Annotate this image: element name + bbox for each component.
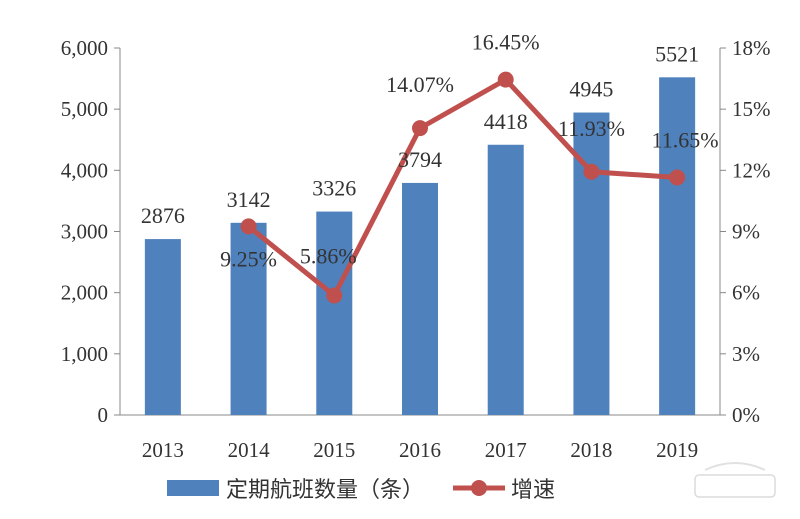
- bar-label: 5521: [655, 41, 699, 66]
- right-tick-label: 15%: [732, 97, 771, 121]
- bar: [402, 182, 438, 415]
- growth-label: 16.45%: [472, 30, 540, 55]
- left-tick-label: 4,000: [61, 158, 108, 182]
- bar-label: 3142: [227, 187, 271, 212]
- growth-point: [240, 218, 257, 235]
- left-tick-label: 5,000: [61, 97, 108, 121]
- left-tick-label: 1,000: [61, 342, 108, 366]
- growth-label: 11.65%: [652, 127, 719, 152]
- x-tick-label: 2015: [313, 438, 355, 462]
- growth-point: [669, 169, 686, 186]
- right-tick-label: 3%: [732, 342, 760, 366]
- bar-label: 3794: [398, 147, 442, 172]
- growth-label: 9.25%: [220, 246, 277, 271]
- legend-bar-label: 定期航班数量（条）: [226, 478, 424, 503]
- growth-label: 14.07%: [386, 72, 454, 97]
- left-tick-label: 6,000: [61, 36, 108, 60]
- x-tick-label: 2019: [656, 438, 698, 462]
- x-tick-label: 2014: [228, 438, 271, 462]
- left-tick-label: 0: [98, 403, 109, 427]
- bar: [659, 77, 696, 416]
- legend-bar-swatch: [167, 480, 219, 496]
- left-tick-label: 2,000: [61, 281, 108, 305]
- x-tick-label: 2013: [142, 438, 184, 462]
- bar-label: 4945: [569, 77, 613, 102]
- legend-line-label: 增速: [511, 478, 555, 503]
- bar-label: 2876: [141, 203, 185, 228]
- legend: 定期航班数量（条） 增速: [167, 478, 555, 503]
- right-tick-label: 9%: [732, 220, 760, 244]
- growth-point: [326, 287, 343, 304]
- x-tick-label: 2018: [570, 438, 612, 462]
- bar-label: 4418: [484, 109, 528, 134]
- growth-point: [583, 163, 600, 180]
- bar: [144, 239, 181, 415]
- bar: [230, 222, 267, 415]
- growth-label: 11.93%: [558, 116, 625, 141]
- right-tick-label: 12%: [732, 158, 771, 182]
- growth-point: [412, 120, 428, 137]
- bar-label: 3326: [312, 176, 356, 201]
- watermark-logo: [694, 462, 776, 498]
- right-tick-label: 6%: [732, 281, 760, 305]
- bar: [316, 211, 353, 415]
- left-tick-label: 3,000: [61, 220, 108, 244]
- legend-line-marker: [471, 480, 487, 496]
- growth-point: [497, 71, 514, 88]
- right-tick-label: 18%: [732, 36, 771, 60]
- x-tick-label: 2016: [399, 438, 441, 462]
- growth-line: [247, 76, 678, 300]
- right-tick-label: 0%: [732, 403, 760, 427]
- growth-label: 5.86%: [300, 244, 357, 269]
- x-tick-label: 2017: [485, 438, 527, 462]
- bar: [573, 112, 610, 416]
- bar: [487, 144, 524, 415]
